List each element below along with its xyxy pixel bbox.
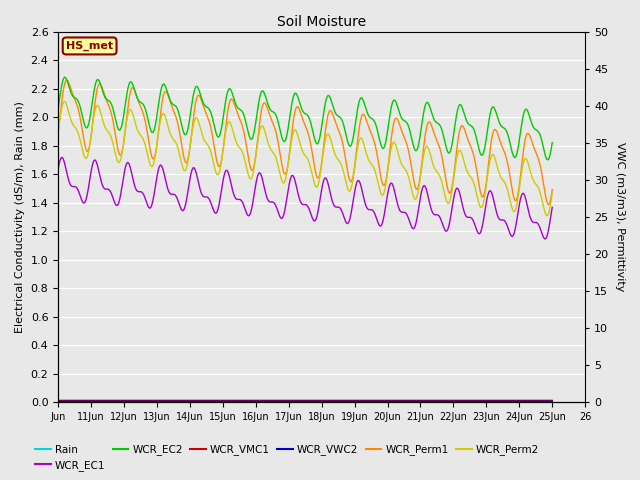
WCR_Perm2 (54, 129, 62, 134)
Legend: Rain, WCR_EC1, WCR_EC2, WCR_VMC1, WCR_VWC2, WCR_Perm1, WCR_Perm2: Rain, WCR_EC1, WCR_EC2, WCR_VMC1, WCR_VW… (31, 440, 543, 475)
WCR_VMC1 (111, 397, 118, 403)
Rain (54, 399, 62, 405)
WCR_Perm1 (539, 176, 547, 182)
Rain (548, 399, 556, 405)
Line: WCR_EC1: WCR_EC1 (58, 157, 552, 239)
WCR_EC2 (266, 105, 273, 110)
WCR_VMC1 (265, 397, 273, 403)
WCR_EC1 (58, 155, 66, 160)
WCR_Perm1 (111, 128, 118, 133)
Y-axis label: VWC (m3/m3), Permittivity: VWC (m3/m3), Permittivity (615, 142, 625, 291)
Text: HS_met: HS_met (66, 41, 113, 51)
WCR_Perm1 (266, 111, 273, 117)
WCR_Perm2 (111, 148, 118, 154)
Title: Soil Moisture: Soil Moisture (277, 15, 366, 29)
Rain (539, 399, 547, 405)
WCR_EC1 (111, 200, 118, 205)
WCR_Perm2 (266, 144, 273, 149)
WCR_VWC2 (54, 398, 62, 404)
Rain (140, 399, 148, 405)
WCR_Perm1 (140, 113, 148, 119)
WCR_Perm1 (486, 152, 493, 158)
WCR_Perm1 (54, 130, 62, 135)
WCR_Perm1 (548, 187, 556, 192)
WCR_Perm2 (543, 213, 551, 218)
WCR_VMC1 (486, 397, 493, 403)
WCR_EC2 (539, 142, 547, 147)
WCR_EC1 (266, 199, 273, 204)
Rain (486, 399, 493, 405)
WCR_Perm2 (486, 160, 493, 166)
Rain (244, 399, 252, 405)
WCR_Perm1 (545, 202, 552, 207)
WCR_EC1 (548, 204, 556, 210)
Line: WCR_Perm1: WCR_Perm1 (58, 80, 552, 204)
WCR_VWC2 (111, 398, 118, 404)
Y-axis label: Electrical Conductivity (dS/m), Rain (mm): Electrical Conductivity (dS/m), Rain (mm… (15, 101, 25, 333)
WCR_Perm1 (63, 77, 70, 83)
WCR_Perm2 (548, 190, 556, 196)
WCR_EC2 (544, 157, 552, 163)
WCR_VMC1 (54, 397, 62, 403)
Rain (111, 399, 118, 405)
WCR_VWC2 (265, 398, 273, 404)
Line: WCR_Perm2: WCR_Perm2 (58, 101, 552, 216)
WCR_EC2 (111, 113, 118, 119)
WCR_EC1 (140, 192, 148, 198)
WCR_EC2 (244, 128, 252, 133)
Rain (265, 399, 273, 405)
WCR_EC2 (548, 140, 556, 145)
WCR_EC2 (61, 74, 68, 80)
WCR_EC1 (541, 236, 549, 242)
Line: WCR_EC2: WCR_EC2 (58, 77, 552, 160)
WCR_VWC2 (486, 398, 493, 404)
WCR_VWC2 (539, 398, 547, 404)
WCR_VMC1 (548, 397, 556, 403)
WCR_Perm1 (244, 151, 252, 157)
WCR_VMC1 (244, 397, 252, 403)
WCR_EC1 (54, 166, 62, 172)
WCR_EC1 (244, 213, 252, 218)
WCR_Perm2 (61, 98, 68, 104)
WCR_EC2 (140, 103, 148, 108)
WCR_EC2 (54, 106, 62, 111)
WCR_VMC1 (539, 397, 547, 403)
WCR_Perm2 (140, 138, 148, 144)
WCR_EC1 (539, 233, 547, 239)
WCR_EC1 (486, 188, 493, 194)
WCR_VWC2 (548, 398, 556, 404)
WCR_EC2 (486, 115, 493, 120)
WCR_VWC2 (244, 398, 252, 404)
WCR_Perm2 (539, 200, 547, 206)
WCR_VMC1 (140, 397, 148, 403)
WCR_Perm2 (244, 170, 252, 176)
WCR_VWC2 (140, 398, 148, 404)
